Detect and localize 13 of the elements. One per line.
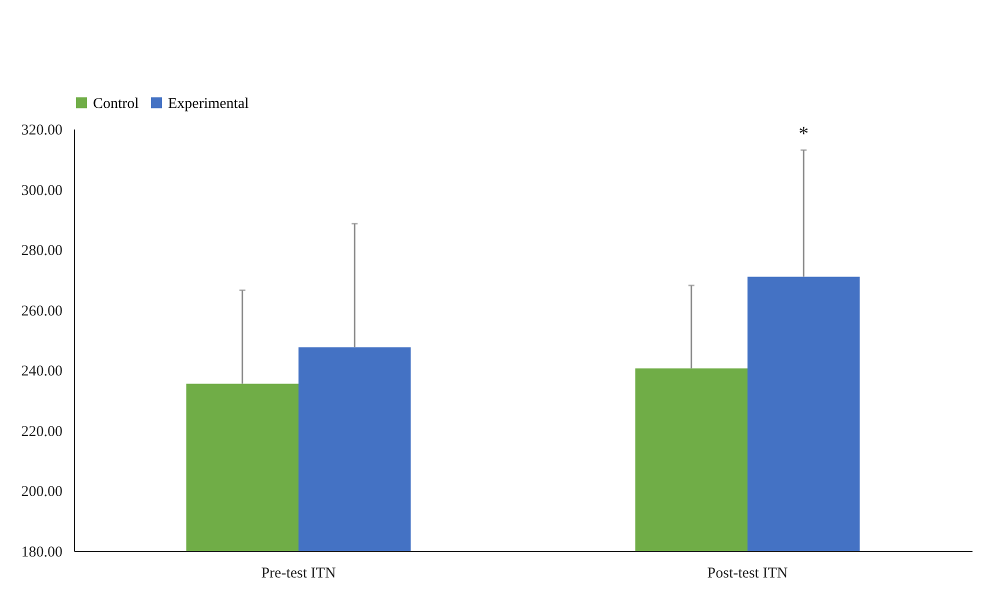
y-tick-label: 240.00 — [21, 364, 62, 380]
x-tick-label: Pre-test ITN — [261, 566, 336, 582]
annotation: * — [798, 123, 809, 146]
y-tick-label: 180.00 — [21, 544, 62, 560]
y-tick-label: 200.00 — [21, 484, 62, 500]
y-tick-label: 220.00 — [21, 424, 62, 440]
y-tick-label: 280.00 — [21, 243, 62, 260]
y-tick-label: 300.00 — [21, 182, 62, 199]
y-tick-label: 320.00 — [21, 122, 62, 138]
legend-label: Experimental — [168, 96, 249, 112]
legend-label: Control — [93, 96, 139, 112]
x-tick-label: Post-test ITN — [707, 566, 788, 582]
y-tick-label: 260.00 — [21, 303, 62, 320]
